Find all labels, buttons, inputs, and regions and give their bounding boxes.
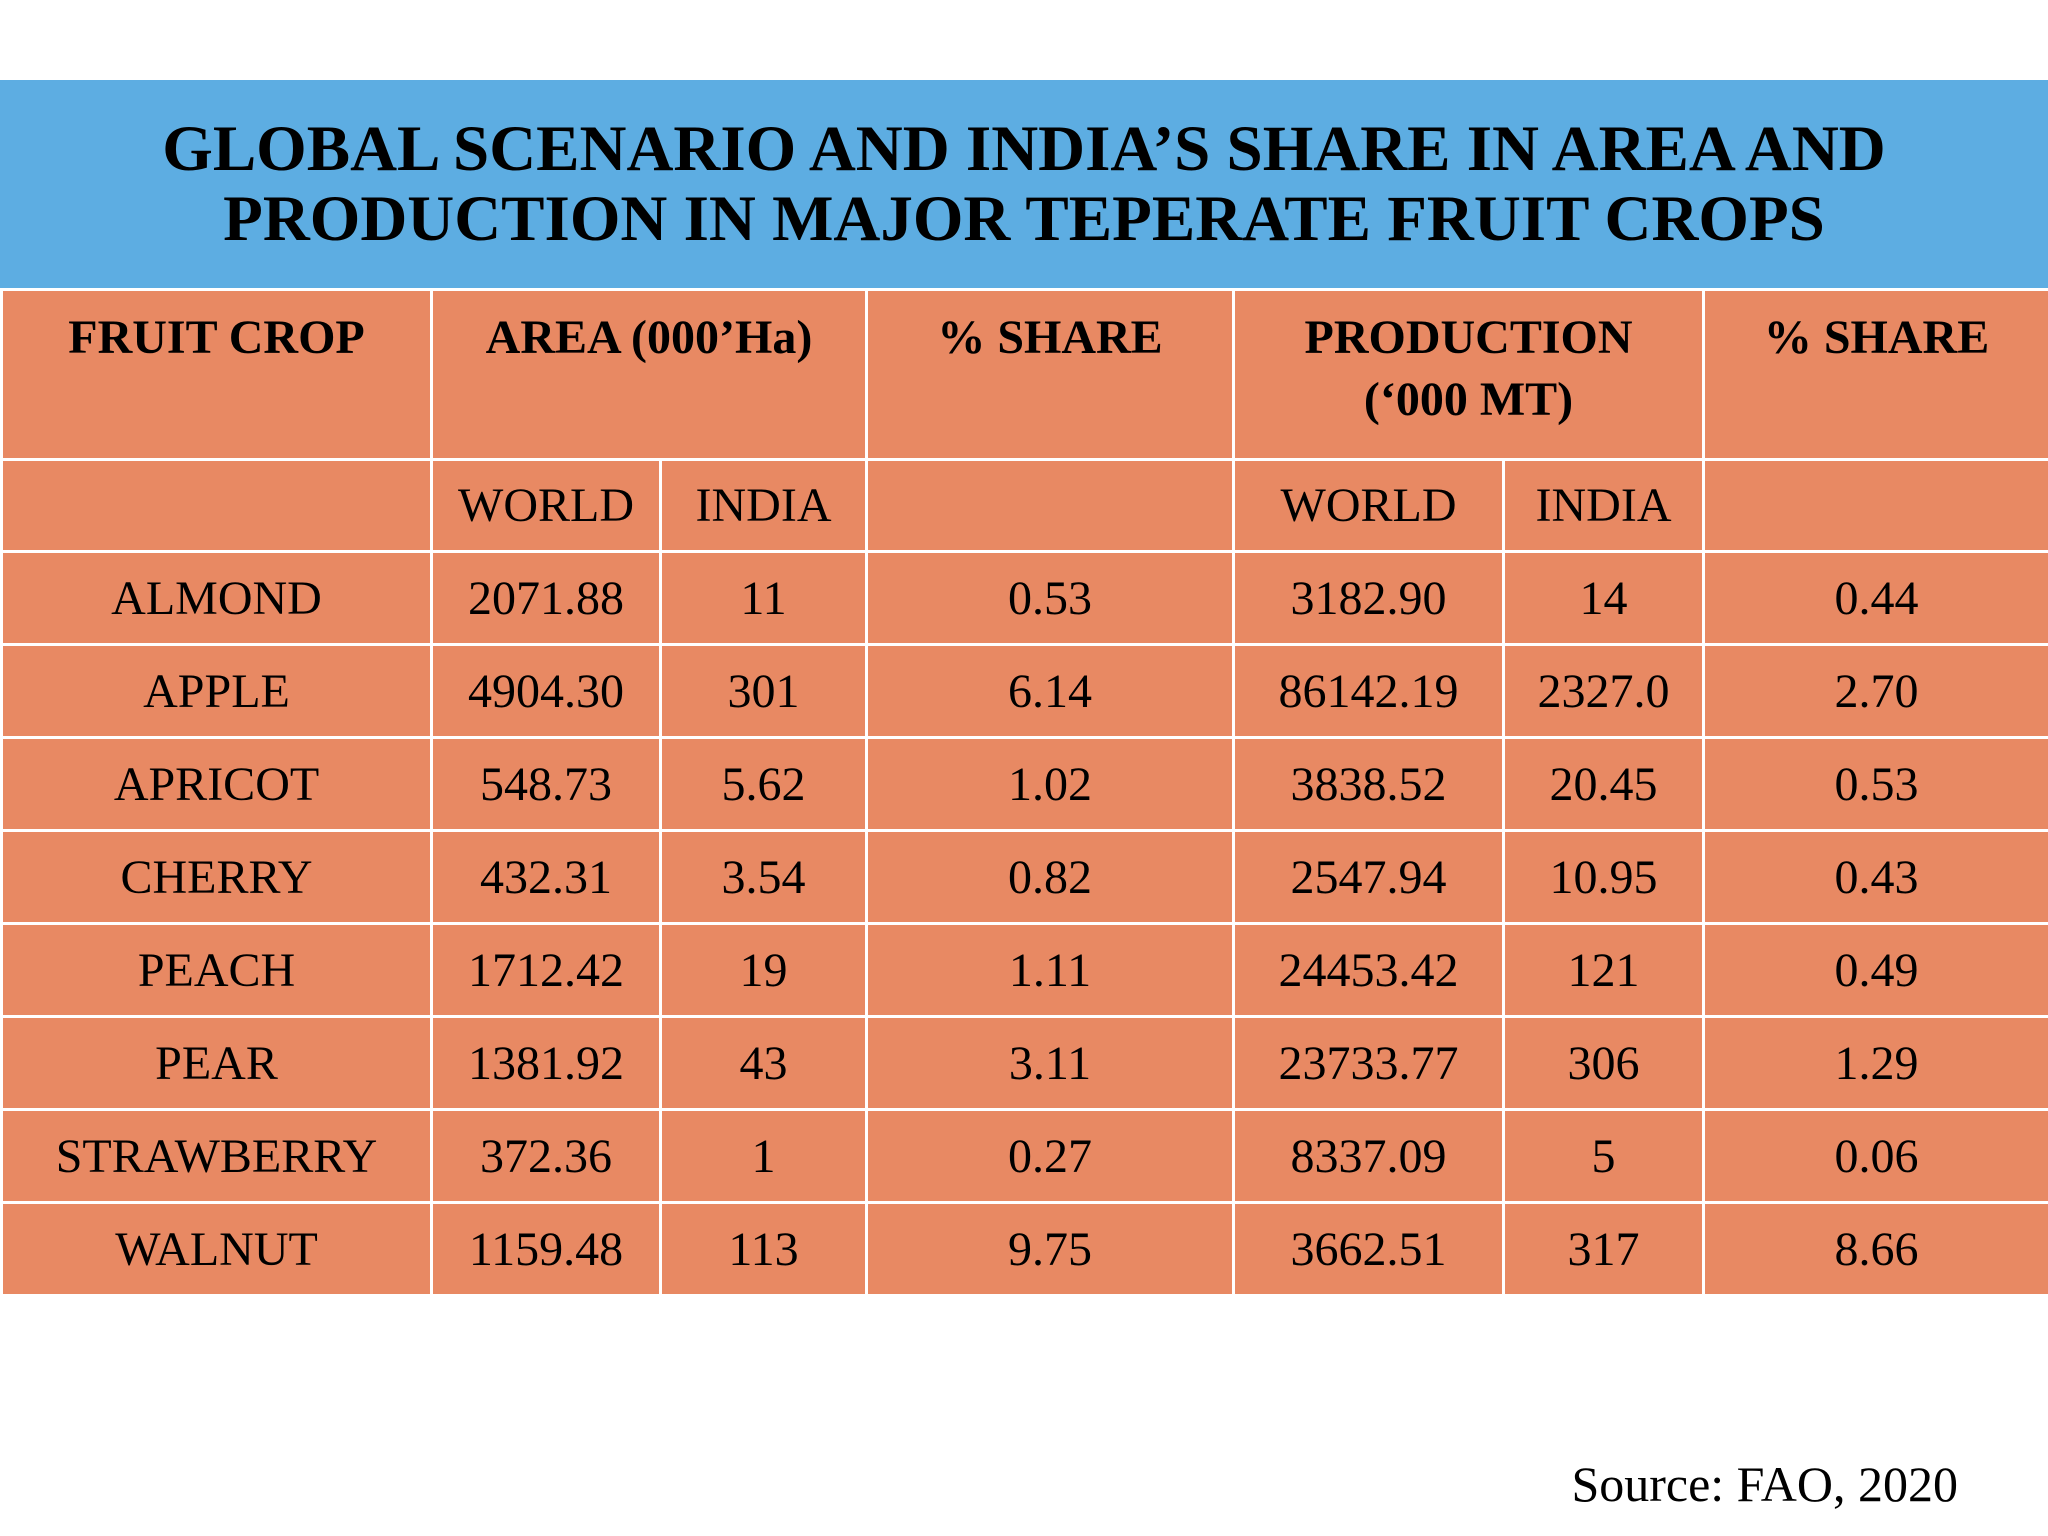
cell-prod-world: 3182.90 [1232, 550, 1505, 646]
table-row: STRAWBERRY 372.36 1 0.27 8337.09 5 0.06 [0, 1108, 2048, 1204]
cell-crop: WALNUT [0, 1201, 433, 1297]
cell-prod-world: 3662.51 [1232, 1201, 1505, 1297]
cell-prod-share: 0.44 [1702, 550, 2048, 646]
cell-area-india: 3.54 [659, 829, 868, 925]
cell-prod-india: 14 [1501, 550, 1706, 646]
cell-crop: PEACH [0, 922, 433, 1018]
cell-prod-india: 2327.0 [1501, 643, 1706, 739]
cell-area-share: 1.02 [865, 736, 1235, 832]
subheader-empty-production-share [1702, 458, 2048, 553]
cell-prod-india: 5 [1501, 1108, 1706, 1204]
cell-prod-share: 2.70 [1702, 643, 2048, 739]
cell-area-world: 372.36 [430, 1108, 662, 1204]
cell-area-india: 19 [659, 922, 868, 1018]
subheader-production-india: INDIA [1501, 458, 1706, 553]
header-row: FRUIT CROP AREA (000’Ha) % SHARE PRODUCT… [0, 288, 2048, 461]
subheader-production-world: WORLD [1232, 458, 1505, 553]
cell-area-world: 432.31 [430, 829, 662, 925]
fruit-crop-table: FRUIT CROP AREA (000’Ha) % SHARE PRODUCT… [0, 288, 2048, 1297]
cell-area-world: 548.73 [430, 736, 662, 832]
cell-area-share: 0.53 [865, 550, 1235, 646]
cell-crop: PEAR [0, 1015, 433, 1111]
cell-prod-world: 8337.09 [1232, 1108, 1505, 1204]
title-line-2: PRODUCTION IN MAJOR TEPERATE FRUIT CROPS [223, 183, 1825, 255]
title-banner: GLOBAL SCENARIO AND INDIA’S SHARE IN ARE… [0, 80, 2048, 288]
cell-prod-world: 24453.42 [1232, 922, 1505, 1018]
cell-area-share: 0.27 [865, 1108, 1235, 1204]
cell-prod-world: 2547.94 [1232, 829, 1505, 925]
cell-area-share: 6.14 [865, 643, 1235, 739]
cell-prod-share: 0.53 [1702, 736, 2048, 832]
cell-area-share: 9.75 [865, 1201, 1235, 1297]
cell-area-world: 1381.92 [430, 1015, 662, 1111]
cell-area-share: 1.11 [865, 922, 1235, 1018]
table-row: PEACH 1712.42 19 1.11 24453.42 121 0.49 [0, 922, 2048, 1018]
table-row: WALNUT 1159.48 113 9.75 3662.51 317 8.66 [0, 1201, 2048, 1297]
header-production-line-1: PRODUCTION [1304, 311, 1633, 364]
cell-prod-india: 10.95 [1501, 829, 1706, 925]
cell-area-india: 301 [659, 643, 868, 739]
header-production-share: % SHARE [1702, 288, 2048, 461]
table-row: APPLE 4904.30 301 6.14 86142.19 2327.0 2.70 [0, 643, 2048, 739]
cell-area-share: 0.82 [865, 829, 1235, 925]
cell-prod-share: 0.06 [1702, 1108, 2048, 1204]
header-area-share: % SHARE [865, 288, 1235, 461]
table-row: APRICOT 548.73 5.62 1.02 3838.52 20.45 0.53 [0, 736, 2048, 832]
subheader-empty-crop [0, 458, 433, 553]
subheader-area-world: WORLD [430, 458, 662, 553]
subheader-empty-area-share [865, 458, 1235, 553]
cell-prod-india: 20.45 [1501, 736, 1706, 832]
cell-crop: CHERRY [0, 829, 433, 925]
cell-prod-share: 8.66 [1702, 1201, 2048, 1297]
table-row: CHERRY 432.31 3.54 0.82 2547.94 10.95 0.43 [0, 829, 2048, 925]
subheader-row: WORLD INDIA WORLD INDIA [0, 458, 2048, 553]
cell-prod-share: 0.49 [1702, 922, 2048, 1018]
cell-area-india: 11 [659, 550, 868, 646]
header-production: PRODUCTION (‘000 MT) [1231, 288, 1706, 461]
title-line-1: GLOBAL SCENARIO AND INDIA’S SHARE IN ARE… [162, 113, 1886, 185]
cell-prod-india: 306 [1501, 1015, 1706, 1111]
source-note: Source: FAO, 2020 [1571, 1456, 1958, 1512]
cell-area-world: 1712.42 [430, 922, 662, 1018]
cell-prod-world: 3838.52 [1232, 736, 1505, 832]
cell-area-india: 5.62 [659, 736, 868, 832]
cell-area-share: 3.11 [865, 1015, 1235, 1111]
cell-prod-india: 317 [1501, 1201, 1706, 1297]
cell-area-world: 1159.48 [430, 1201, 662, 1297]
cell-area-world: 2071.88 [430, 550, 662, 646]
table-row: ALMOND 2071.88 11 0.53 3182.90 14 0.44 [0, 550, 2048, 646]
cell-prod-world: 23733.77 [1232, 1015, 1505, 1111]
subheader-area-india: INDIA [659, 458, 868, 553]
cell-area-india: 43 [659, 1015, 868, 1111]
cell-crop: STRAWBERRY [0, 1108, 433, 1204]
header-area: AREA (000’Ha) [430, 288, 868, 461]
cell-area-india: 1 [659, 1108, 868, 1204]
cell-crop: ALMOND [0, 550, 433, 646]
table-row: PEAR 1381.92 43 3.11 23733.77 306 1.29 [0, 1015, 2048, 1111]
cell-crop: APRICOT [0, 736, 433, 832]
cell-prod-india: 121 [1501, 922, 1706, 1018]
cell-area-world: 4904.30 [430, 643, 662, 739]
cell-prod-share: 0.43 [1702, 829, 2048, 925]
cell-prod-share: 1.29 [1702, 1015, 2048, 1111]
cell-area-india: 113 [659, 1201, 868, 1297]
header-production-line-2: (‘000 MT) [1363, 373, 1574, 426]
cell-prod-world: 86142.19 [1232, 643, 1505, 739]
header-fruit-crop: FRUIT CROP [0, 288, 433, 461]
cell-crop: APPLE [0, 643, 433, 739]
